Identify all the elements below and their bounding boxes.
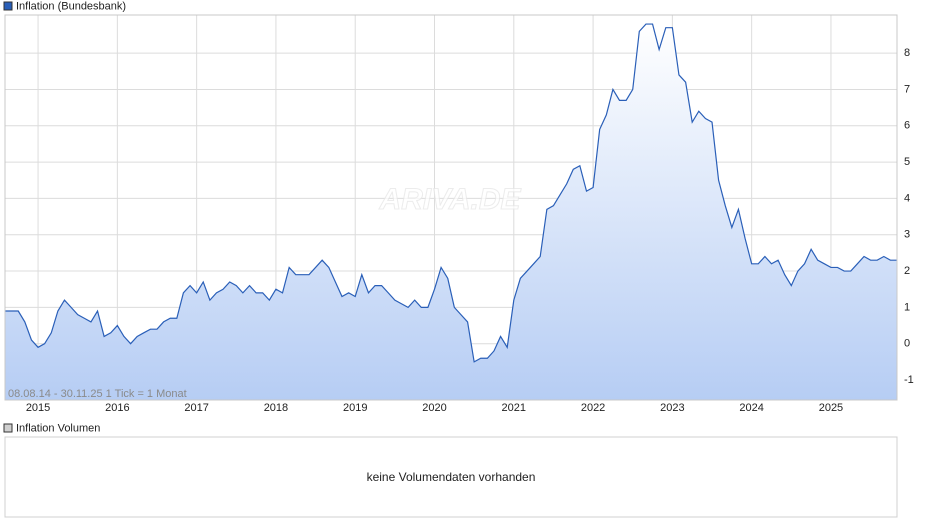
volume-frame <box>4 436 898 518</box>
watermark: ARIVA.DE <box>378 183 521 216</box>
x-tick-label: 2016 <box>105 402 129 414</box>
x-tick-label: 2019 <box>343 402 367 414</box>
legend-swatch <box>3 1 13 11</box>
legend-label: Inflation (Bundesbank) <box>16 0 126 12</box>
x-tick-label: 2021 <box>502 402 526 414</box>
volume-title: Inflation Volumen <box>16 422 100 434</box>
x-tick-label: 2022 <box>581 402 605 414</box>
x-tick-label: 2020 <box>422 402 446 414</box>
x-tick-label: 2017 <box>184 402 208 414</box>
y-tick-label: 3 <box>904 229 910 241</box>
y-tick-label: 5 <box>904 156 910 168</box>
y-tick-label: 1 <box>904 301 910 313</box>
x-tick-label: 2025 <box>819 402 843 414</box>
plot-frame <box>4 14 898 401</box>
y-tick-label: 4 <box>904 192 910 204</box>
y-tick-label: 2 <box>904 265 910 277</box>
y-tick-label: 6 <box>904 120 910 132</box>
y-tick-label: 7 <box>904 83 910 95</box>
x-tick-label: 2015 <box>26 402 50 414</box>
y-tick-label: 8 <box>904 47 910 59</box>
y-tick-label: 0 <box>904 338 910 350</box>
y-tick-label: -1 <box>904 374 914 386</box>
x-tick-label: 2023 <box>660 402 684 414</box>
line <box>5 23 897 363</box>
area <box>5 24 897 401</box>
x-tick-label: 2024 <box>739 402 763 414</box>
volume-message: keine Volumendaten vorhanden <box>367 470 536 484</box>
volume-swatch <box>3 423 13 433</box>
x-tick-label: 2018 <box>264 402 288 414</box>
range-note: 08.08.14 - 30.11.25 1 Tick = 1 Monat <box>8 388 187 400</box>
